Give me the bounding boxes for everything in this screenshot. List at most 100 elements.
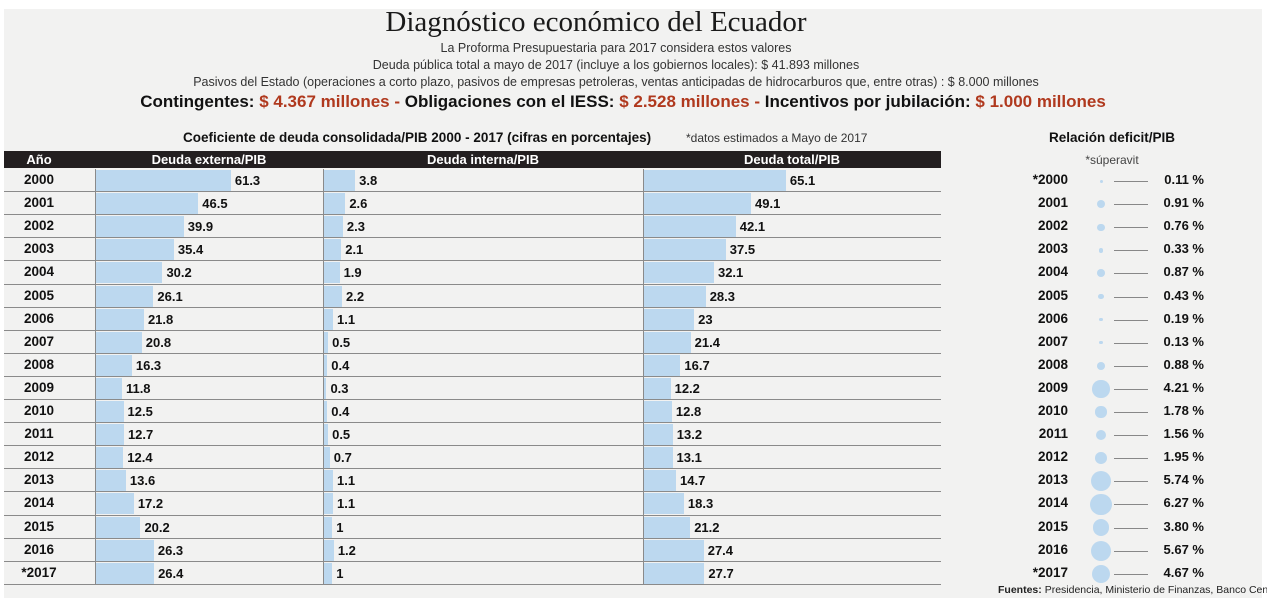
value-int: 0.5 [332, 427, 351, 443]
deficit-leader-line [1114, 181, 1148, 182]
bar-int [324, 193, 346, 215]
deficit-value: 0.11 % [1164, 172, 1204, 187]
value-int: 1 [336, 519, 344, 535]
table-header-bar [4, 151, 941, 168]
deficit-dot [1097, 223, 1105, 231]
deficit-value: 3.80 % [1163, 518, 1204, 534]
deficit-dot [1090, 471, 1112, 492]
bar-tot [644, 262, 714, 284]
deficit-leader-line [1114, 550, 1148, 552]
deficit-value: 0.33 % [1163, 241, 1204, 257]
deficit-year-label: 2004 [1037, 264, 1068, 280]
table-year-label: 2009 [23, 379, 55, 395]
deficit-year-label: 2010 [1037, 403, 1068, 418]
deficit-leader-line [1114, 527, 1148, 529]
bar-int [324, 516, 333, 538]
deficit-dot [1092, 519, 1110, 536]
value-tot: 23 [698, 311, 713, 327]
value-tot: 37.5 [729, 242, 756, 258]
deficit-title: Relación deficit/PIB [1048, 130, 1176, 145]
value-int: 0.4 [331, 404, 350, 419]
row-divider [4, 514, 941, 516]
value-tot: 28.3 [709, 288, 735, 304]
value-ext: 61.3 [234, 173, 261, 188]
deficit-value: 0.87 % [1163, 264, 1204, 280]
column-divider [95, 169, 96, 585]
contingentes-value: $ 4.367 millones - [259, 92, 400, 111]
bar-ext [96, 562, 155, 584]
bar-tot [644, 170, 786, 192]
deficit-value: 1.56 % [1163, 426, 1204, 442]
deficit-value: 0.19 % [1163, 310, 1204, 326]
deficit-year-label: 2005 [1037, 287, 1068, 303]
bar-tot [644, 539, 704, 561]
table-year-label: 2015 [23, 518, 55, 534]
header-deuda-interna: Deuda interna/PIB [427, 152, 539, 167]
bar-ext [96, 308, 144, 330]
row-divider [4, 468, 941, 470]
deficit-year-label: *2000 [1032, 172, 1068, 187]
value-tot: 12.8 [675, 404, 702, 419]
table-year-label: 2003 [23, 241, 55, 257]
deficit-leader-line [1114, 504, 1148, 506]
bar-int [324, 493, 334, 515]
bar-ext [96, 516, 141, 538]
value-tot: 32.1 [717, 265, 744, 281]
table-year-label: 2010 [23, 403, 55, 418]
deficit-value: 0.43 % [1163, 287, 1204, 303]
iess-label: Obligaciones con el IESS: [404, 92, 615, 111]
deficit-dot [1099, 317, 1103, 322]
value-int: 0.3 [330, 380, 349, 396]
bar-tot [644, 562, 705, 584]
deficit-value: 0.13 % [1163, 333, 1204, 349]
table-year-label: 2016 [23, 541, 55, 557]
sources-label: Fuentes: [998, 584, 1042, 596]
deficit-year-label: 2008 [1037, 356, 1068, 372]
table-year-label: 2008 [23, 356, 55, 372]
bar-tot [644, 285, 706, 307]
row-divider [4, 491, 941, 493]
deficit-dot [1099, 341, 1103, 345]
value-tot: 13.1 [676, 450, 702, 466]
table-year-label: 2007 [23, 333, 55, 349]
deficit-dot [1095, 452, 1107, 465]
deficit-year-label: 2006 [1037, 310, 1068, 326]
contingentes-label: Contingentes: [140, 92, 255, 111]
bar-int [324, 331, 329, 353]
bar-int [324, 447, 330, 469]
row-divider [4, 445, 941, 447]
table-year-label: 2011 [24, 426, 54, 442]
deficit-leader-line [1114, 435, 1148, 437]
deficit-value: 0.76 % [1163, 218, 1204, 234]
deficit-value: 5.74 % [1163, 472, 1204, 488]
jubilacion-value: $ 1.000 millones [975, 92, 1106, 111]
row-divider [4, 329, 941, 331]
bar-int [324, 262, 340, 284]
jubilacion-label: Incentivos por jubilación: [764, 92, 971, 111]
deficit-leader-line [1114, 204, 1148, 206]
value-ext: 12.4 [127, 450, 153, 466]
deficit-leader-line [1114, 227, 1148, 229]
deficit-year-label: 2003 [1037, 241, 1068, 257]
row-divider [4, 583, 941, 585]
value-ext: 26.4 [158, 565, 184, 581]
deficit-leader-line [1114, 388, 1148, 390]
bar-ext [96, 239, 174, 261]
deficit-year-label: 2014 [1037, 495, 1068, 511]
bar-tot [644, 516, 691, 538]
bar-int [324, 424, 329, 446]
value-int: 2.1 [345, 242, 364, 258]
deficit-dot [1098, 247, 1104, 253]
column-divider [323, 169, 324, 585]
highlight-line: Contingentes: $ 4.367 millones - Obligac… [0, 92, 1246, 112]
table-year-label: 2005 [23, 287, 55, 303]
deficit-year-label: 2009 [1037, 379, 1068, 395]
value-ext: 30.2 [166, 265, 192, 281]
value-int: 0.5 [332, 334, 351, 350]
value-int: 2.3 [346, 219, 365, 235]
header-deuda-total: Deuda total/PIB [743, 152, 841, 167]
header-deuda-externa: Deuda externa/PIB [151, 152, 267, 167]
bar-tot [644, 401, 672, 423]
bar-ext [96, 331, 142, 353]
bar-tot [644, 239, 726, 261]
